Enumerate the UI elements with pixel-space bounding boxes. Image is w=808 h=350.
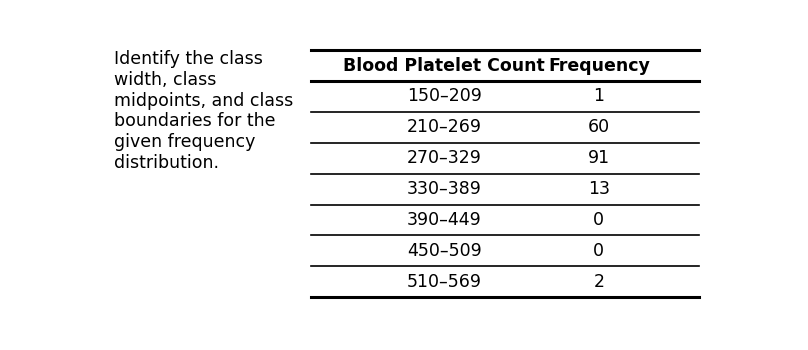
- Text: 510–569: 510–569: [406, 273, 482, 291]
- Text: 270–329: 270–329: [406, 149, 482, 167]
- Text: Identify the class
width, class
midpoints, and class
boundaries for the
given fr: Identify the class width, class midpoint…: [113, 50, 292, 172]
- Text: 450–509: 450–509: [406, 242, 482, 260]
- Text: Frequency: Frequency: [548, 57, 650, 75]
- Text: 0: 0: [593, 211, 604, 229]
- Text: 2: 2: [593, 273, 604, 291]
- Text: 210–269: 210–269: [406, 118, 482, 136]
- Text: 330–389: 330–389: [406, 180, 482, 198]
- Text: 390–449: 390–449: [406, 211, 482, 229]
- Text: 1: 1: [593, 88, 604, 105]
- Text: Blood Platelet Count: Blood Platelet Count: [343, 57, 545, 75]
- Text: 150–209: 150–209: [406, 88, 482, 105]
- Text: 0: 0: [593, 242, 604, 260]
- Text: 60: 60: [587, 118, 610, 136]
- Text: 13: 13: [588, 180, 610, 198]
- Text: 91: 91: [587, 149, 610, 167]
